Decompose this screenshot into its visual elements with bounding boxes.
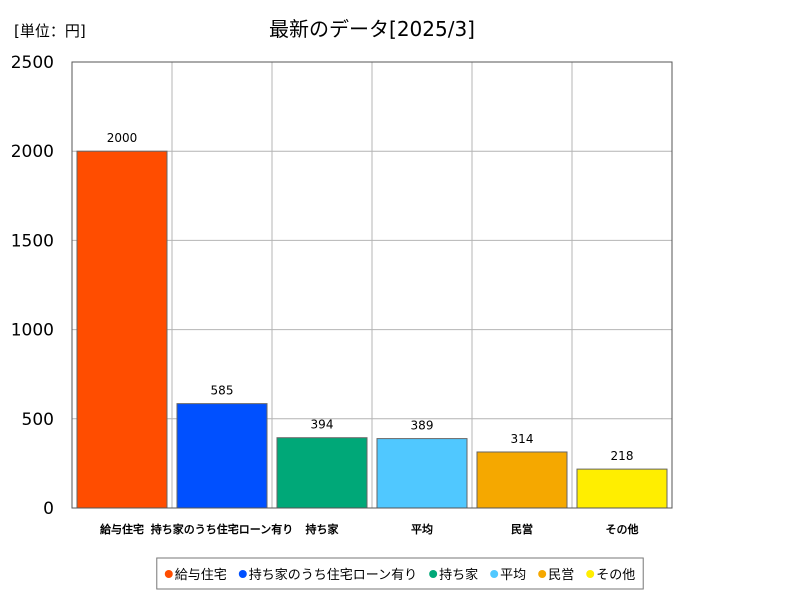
data-labels: 2000 585 394 389 314 218 — [107, 131, 634, 463]
data-label: 218 — [611, 449, 634, 463]
x-tick-label: 平均 — [411, 522, 433, 536]
legend-label: 平均 — [500, 568, 526, 583]
legend-label: 給与住宅 — [175, 568, 227, 583]
legend-marker — [164, 570, 173, 578]
y-tick-label: 1000 — [11, 321, 54, 341]
legend-marker — [429, 570, 438, 578]
y-tick-label: 1500 — [11, 231, 54, 251]
x-tick-label: 民営 — [511, 522, 533, 536]
legend-marker — [238, 570, 247, 578]
x-axis-ticks: 給与住宅 持ち家のうち住宅ローン有り 持ち家 平均 民営 その他 — [100, 522, 639, 536]
bar — [576, 468, 668, 509]
bar — [276, 437, 368, 509]
y-tick-label: 2500 — [11, 53, 54, 73]
bar — [76, 150, 168, 509]
data-label: 389 — [411, 419, 434, 433]
data-label: 394 — [311, 418, 334, 432]
x-tick-label: 持ち家 — [306, 522, 340, 536]
bar — [476, 451, 568, 509]
y-tick-label: 0 — [43, 499, 54, 519]
legend-marker — [586, 570, 595, 578]
x-tick-label: その他 — [606, 522, 639, 536]
legend-marker — [490, 570, 499, 578]
y-tick-label: 500 — [22, 410, 54, 430]
bars — [76, 150, 668, 509]
bar — [376, 438, 468, 509]
legend-box — [156, 557, 644, 590]
legend-label: 民営 — [548, 568, 574, 583]
legend-label: その他 — [596, 568, 635, 583]
x-tick-label: 持ち家のうち住宅ローン有り — [151, 522, 293, 536]
plot-area-border — [71, 61, 673, 509]
unit-label: [単位：円] — [14, 22, 86, 40]
legend-label: 持ち家のうち住宅ローン有り — [249, 567, 417, 583]
data-label: 585 — [211, 384, 234, 398]
data-label: 314 — [511, 432, 534, 446]
legend-label: 持ち家 — [439, 567, 478, 583]
bar — [176, 403, 268, 509]
x-tick-label: 給与住宅 — [100, 522, 144, 536]
legend: 給与住宅 持ち家のうち住宅ローン有り 持ち家 平均 民営 その他 — [156, 557, 644, 590]
legend-marker — [538, 570, 547, 578]
chart-title: 最新のデータ[2025/3] — [269, 17, 475, 41]
y-axis-ticks: 0 500 1000 1500 2000 2500 — [11, 53, 54, 519]
data-label: 2000 — [107, 131, 138, 145]
y-tick-label: 2000 — [11, 142, 54, 162]
